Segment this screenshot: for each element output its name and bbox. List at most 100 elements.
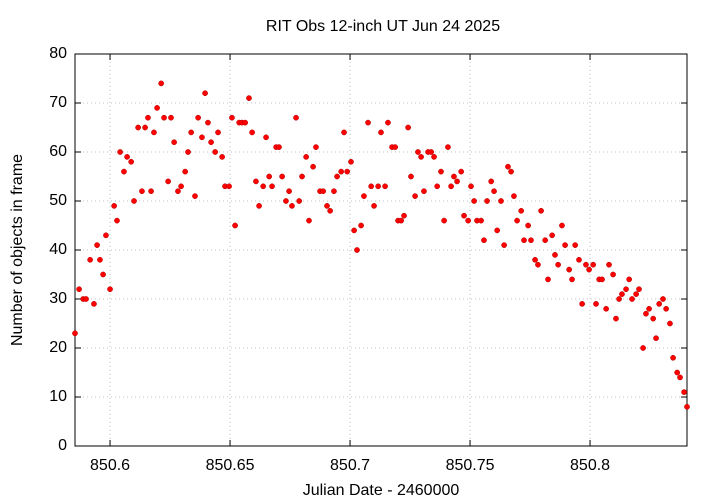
data-point [505, 163, 511, 170]
data-point [484, 198, 490, 204]
data-point [576, 256, 582, 263]
data-point [684, 403, 690, 410]
y-tick-label: 60 [49, 143, 67, 160]
data-point [306, 217, 312, 224]
data-point [535, 261, 541, 268]
data-point [559, 222, 565, 229]
data-point [299, 173, 305, 180]
data-point [320, 188, 327, 195]
data-point [623, 286, 629, 293]
data-point [398, 217, 405, 224]
data-point [525, 222, 531, 229]
data-point [643, 310, 649, 317]
data-point [327, 207, 333, 214]
data-point [633, 291, 639, 297]
data-point [415, 149, 421, 155]
data-point [501, 242, 507, 248]
data-point [351, 227, 357, 234]
data-point [283, 198, 289, 204]
data-point [599, 276, 605, 283]
data-point [202, 90, 208, 97]
x-tick-label: 850.6 [90, 457, 130, 474]
data-point [168, 114, 174, 121]
y-axis-label: Number of objects in frame [9, 154, 26, 346]
data-point [461, 212, 467, 219]
data-point [629, 296, 635, 302]
y-tick-label: 0 [58, 437, 67, 454]
data-point [365, 119, 371, 126]
data-point [508, 168, 514, 175]
data-point [650, 315, 657, 322]
data-point [663, 305, 669, 312]
data-point [538, 207, 544, 214]
data-point [491, 188, 497, 195]
data-point [586, 266, 592, 273]
data-point [253, 178, 259, 185]
data-point [458, 168, 465, 175]
data-point [677, 374, 683, 381]
data-point [521, 237, 527, 244]
data-point [441, 217, 447, 224]
data-point [653, 335, 659, 342]
data-point [636, 286, 642, 293]
data-point [448, 183, 454, 190]
data-point [514, 217, 520, 224]
data-point [199, 134, 205, 141]
data-point [286, 188, 292, 195]
data-point [135, 124, 141, 131]
data-point [670, 354, 676, 361]
data-point [246, 95, 252, 101]
data-point [263, 134, 269, 141]
data-point [481, 237, 487, 244]
data-point [212, 149, 219, 155]
data-point [158, 80, 165, 87]
data-point [640, 345, 646, 351]
data-point [579, 301, 585, 307]
data-point [606, 261, 612, 268]
data-point [121, 168, 127, 175]
data-point [260, 183, 267, 190]
data-point [667, 320, 673, 327]
data-point [313, 144, 319, 150]
data-point [549, 232, 555, 239]
data-point [148, 188, 154, 195]
data-point [124, 154, 130, 160]
data-point [371, 203, 377, 209]
y-tick-label: 10 [49, 388, 67, 405]
data-point [555, 261, 561, 268]
data-point [249, 129, 255, 136]
y-tick-label: 50 [49, 192, 67, 209]
data-point [593, 301, 599, 307]
data-point [478, 217, 484, 224]
data-point [412, 193, 418, 199]
data-point [566, 266, 573, 273]
data-point [518, 207, 525, 214]
data-point [341, 129, 347, 136]
x-axis-label: Julian Date - 2460000 [303, 482, 460, 499]
data-point [192, 193, 198, 199]
data-point [348, 158, 354, 165]
data-point [185, 149, 191, 155]
data-point [72, 330, 78, 337]
data-point [511, 193, 517, 199]
data-point [114, 217, 120, 224]
data-point [646, 305, 652, 312]
y-tick-label: 80 [49, 45, 67, 62]
plot-frame [74, 53, 688, 447]
data-point [334, 173, 340, 180]
data-point [289, 203, 295, 209]
data-point [434, 183, 441, 190]
data-point [616, 296, 622, 302]
data-point [344, 168, 351, 175]
data-point [331, 188, 337, 195]
data-point [392, 144, 399, 150]
data-point [610, 271, 616, 278]
data-point [324, 203, 330, 209]
data-point [117, 149, 123, 155]
data-point [354, 247, 360, 253]
data-point [590, 261, 597, 268]
data-point [368, 183, 375, 190]
data-point [310, 163, 316, 170]
data-point [471, 198, 477, 204]
data-point [142, 124, 148, 131]
